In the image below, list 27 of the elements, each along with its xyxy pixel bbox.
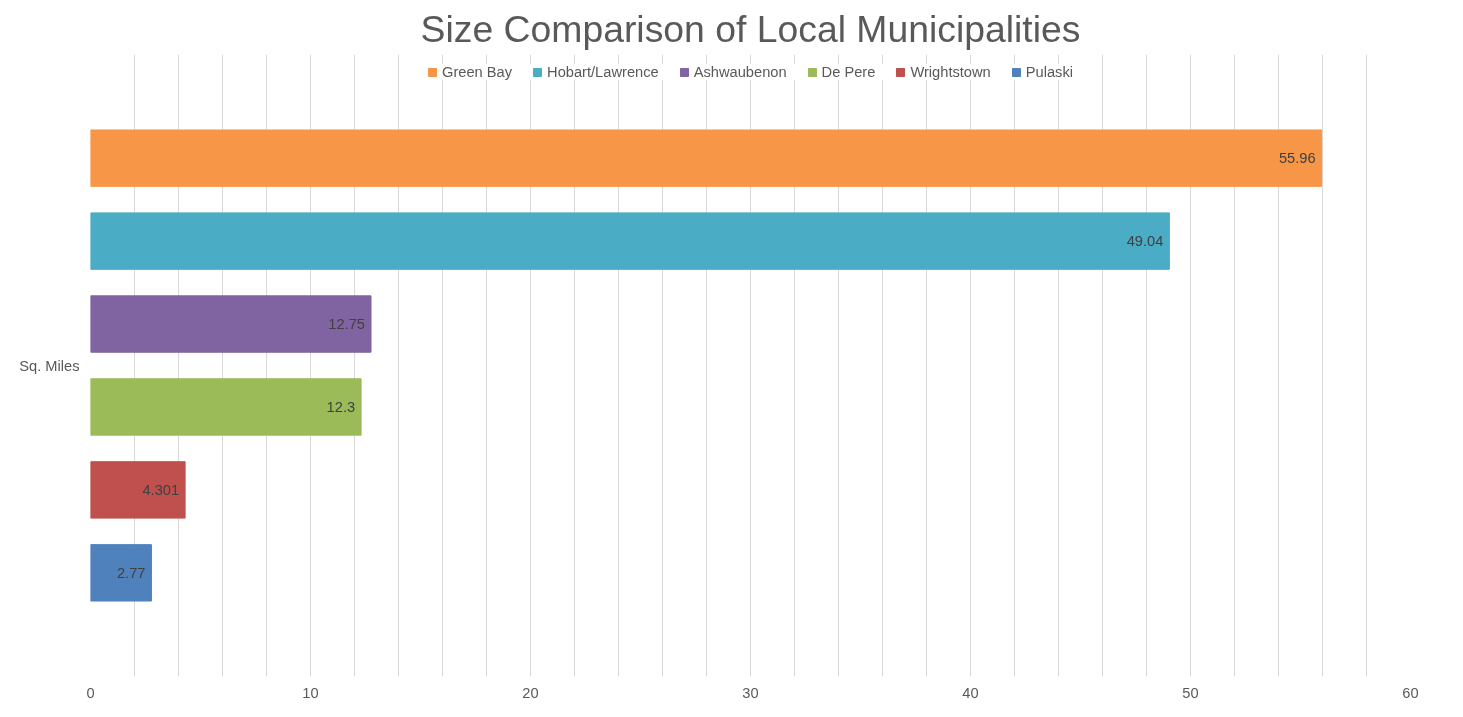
- chart-title: Size Comparison of Local Municipalities: [420, 7, 1081, 50]
- bar: [90, 544, 152, 602]
- bar: [90, 461, 186, 519]
- x-tick-label: 50: [1182, 684, 1199, 701]
- data-label: 12.75: [328, 316, 366, 333]
- bar: [90, 378, 362, 436]
- x-tick-label: 0: [86, 684, 95, 701]
- legend-label: Wrightstown: [910, 64, 991, 80]
- x-tick-label: 30: [742, 684, 759, 701]
- x-tick-label: 40: [962, 684, 979, 701]
- legend-label: De Pere: [821, 64, 876, 80]
- legend-label: Hobart/Lawrence: [547, 64, 659, 80]
- legend-label: Green Bay: [442, 64, 513, 80]
- x-tick-label: 10: [302, 684, 319, 701]
- data-label: 2.77: [116, 564, 146, 581]
- data-label: 12.3: [326, 398, 356, 415]
- y-tick-label: Sq. Miles: [19, 357, 80, 374]
- data-label: 55.96: [1278, 150, 1316, 167]
- bar: [90, 212, 1170, 270]
- bar: [90, 295, 372, 353]
- x-tick-label: 60: [1402, 684, 1419, 701]
- legend-label: Ashwaubenon: [693, 64, 787, 80]
- data-label: 49.04: [1126, 233, 1164, 250]
- x-tick-label: 20: [522, 684, 539, 701]
- legend-label: Pulaski: [1025, 64, 1073, 80]
- bar: [90, 129, 1323, 187]
- data-label: 4.301: [142, 481, 180, 498]
